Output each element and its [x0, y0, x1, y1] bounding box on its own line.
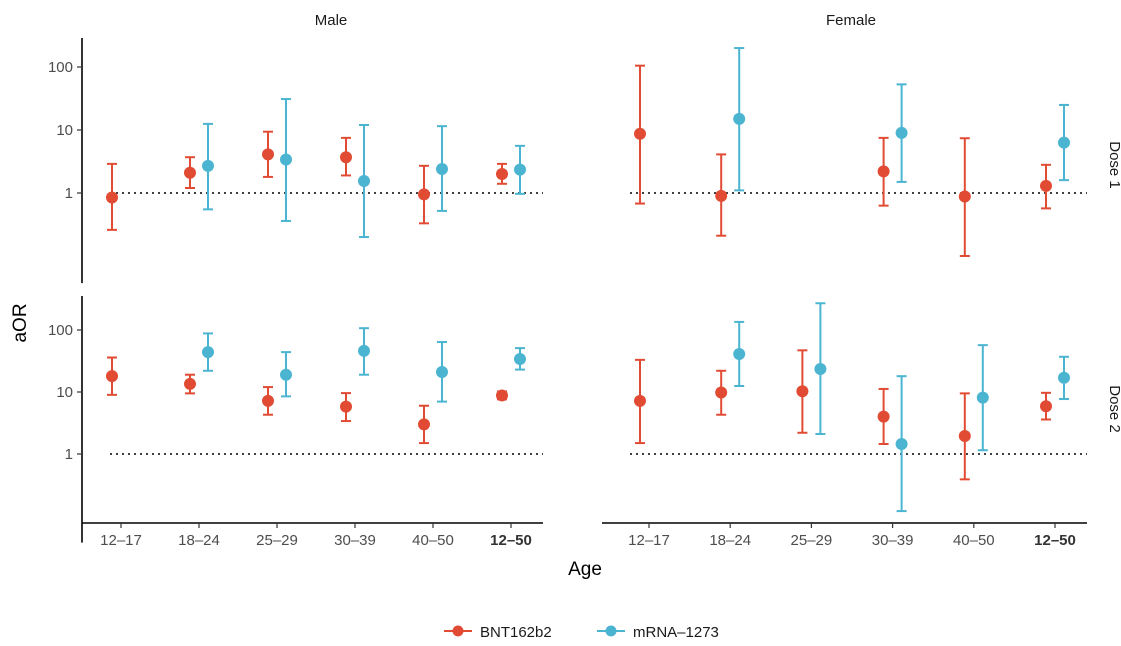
panel-female-dose-2-x-tick-label-40-50: 40–50	[953, 532, 995, 549]
panel-male-dose-1-bnt162b2-30-39-point	[340, 151, 352, 164]
row-label-dose-1: Dose 1	[1106, 141, 1121, 189]
panel-female-dose-1	[630, 47, 1087, 257]
panel-female-dose-2: 12–17 18–24 25–29 30–39 40–50 12–50	[602, 302, 1087, 549]
panel-male-dose-1-mrna-1273-25-29-point	[280, 153, 292, 166]
panel-male-dose-2-mrna-1273-40-50-point	[436, 366, 448, 379]
panel-male-dose-2-x-tick-label-30-39: 30–39	[334, 532, 376, 549]
panel-male-dose-1-bnt162b2-12-50-point	[496, 168, 508, 181]
panel-male-dose-2-bnt162b2-25-29-point	[262, 394, 274, 407]
column-label-female: Female	[826, 12, 876, 29]
panel-female-dose-2-x-tick-label-30-39: 30–39	[872, 532, 914, 549]
panel-female-dose-2-bnt162b2-40-50-point	[958, 430, 971, 443]
panel-male-dose-1-y-tick-label-100: 100	[48, 59, 73, 76]
panel-female-dose-1-bnt162b2-40-50-point	[958, 190, 971, 203]
panel-female-dose-2-bnt162b2-30-39-point	[877, 410, 890, 423]
panel-female-dose-2-x-tick-label-18-24: 18–24	[709, 532, 751, 549]
panel-female-dose-2-x-tick-label-12-17: 12–17	[628, 532, 670, 549]
panel-male-dose-2: 1 10 100 12–17 18–24 25–29 30–39 40–50 12–50	[48, 296, 543, 549]
panel-male-dose-1-bnt162b2-40-50-point	[418, 188, 430, 201]
panel-female-dose-2-mrna-1273-25-29-point	[814, 362, 827, 375]
panel-male-dose-2-mrna-1273-30-39-point	[358, 344, 370, 357]
panel-female-dose-1-mrna-1273-30-39-point	[895, 126, 908, 139]
panel-male-dose-2-bnt162b2-30-39-point	[340, 400, 352, 413]
panel-female-dose-2-x-tick-label-12-50: 12–50	[1034, 532, 1076, 549]
panel-female-dose-2-mrna-1273-30-39-point	[895, 437, 908, 450]
panel-male-dose-1-mrna-1273-12-50-point	[514, 163, 526, 176]
legend-marker-mrna-1273	[605, 625, 617, 637]
panel-male-dose-1-bnt162b2-12-17-point	[106, 191, 118, 204]
panel-female-dose-2-bnt162b2-25-29-point	[796, 385, 809, 398]
legend-label-mrna-1273: mRNA–1273	[633, 624, 719, 641]
panel-male-dose-2-mrna-1273-18-24-point	[202, 346, 214, 359]
column-label-male: Male	[315, 12, 348, 29]
row-label-dose-2: Dose 2	[1106, 385, 1121, 433]
panel-female-dose-2-bnt162b2-18-24-point	[715, 386, 728, 399]
panel-male-dose-2-mrna-1273-25-29-point	[280, 368, 292, 381]
legend: BNT162b2 mRNA–1273	[444, 624, 719, 641]
panel-female-dose-2-bnt162b2-12-17-point	[634, 394, 646, 407]
panel-female-dose-2-x-tick-label-25-29: 25–29	[791, 532, 833, 549]
panel-male-dose-2-y-tick-label-1: 1	[65, 446, 73, 463]
legend-label-bnt162b2: BNT162b2	[480, 624, 552, 641]
panel-female-dose-1-mrna-1273-18-24-point	[733, 112, 746, 125]
panel-male-dose-1-mrna-1273-30-39-point	[358, 175, 370, 188]
panel-male-dose-1-bnt162b2-18-24-point	[184, 166, 196, 179]
y-axis-title: aOR	[10, 303, 31, 342]
panel-female-dose-1-bnt162b2-18-24-point	[715, 189, 728, 202]
panel-male-dose-1-y-tick-label-1: 1	[65, 185, 73, 202]
panel-female-dose-1-bnt162b2-12-50-point	[1040, 179, 1052, 192]
panel-female-dose-1-bnt162b2-30-39-point	[877, 165, 890, 178]
panel-male-dose-1-mrna-1273-40-50-point	[436, 163, 448, 176]
x-axis-title: Age	[568, 559, 602, 580]
panel-female-dose-2-bnt162b2-12-50-point	[1040, 400, 1052, 413]
panel-male-dose-2-bnt162b2-12-50-point	[496, 389, 508, 402]
panel-male-dose-2-x-tick-label-40-50: 40–50	[412, 532, 454, 549]
panel-male-dose-2-bnt162b2-18-24-point	[184, 377, 196, 390]
chart-labels: Male Female Dose 1 Dose 2 aOR Age	[10, 12, 1121, 580]
panel-male-dose-2-bnt162b2-12-17-point	[106, 370, 118, 383]
panel-male-dose-2-x-tick-label-25-29: 25–29	[256, 532, 298, 549]
panel-male-dose-1: 1 10 100	[48, 38, 543, 284]
panel-male-dose-1-mrna-1273-18-24-point	[202, 159, 214, 172]
panel-female-dose-2-mrna-1273-40-50-point	[976, 391, 989, 404]
legend-marker-bnt162b2	[452, 625, 464, 637]
panel-male-dose-2-y-tick-label-100: 100	[48, 322, 73, 339]
panel-female-dose-2-mrna-1273-18-24-point	[733, 348, 746, 361]
panel-male-dose-2-x-tick-label-12-17: 12–17	[100, 532, 142, 549]
panel-male-dose-2-x-tick-label-12-50: 12–50	[490, 532, 532, 549]
panel-female-dose-2-mrna-1273-12-50-point	[1058, 371, 1070, 384]
panel-male-dose-2-x-tick-label-18-24: 18–24	[178, 532, 220, 549]
panel-male-dose-2-mrna-1273-12-50-point	[514, 353, 526, 366]
panel-male-dose-1-bnt162b2-25-29-point	[262, 148, 274, 161]
panel-male-dose-2-bnt162b2-40-50-point	[418, 418, 430, 431]
panel-female-dose-1-bnt162b2-12-17-point	[634, 127, 646, 140]
panel-female-dose-1-mrna-1273-12-50-point	[1058, 136, 1070, 149]
panel-male-dose-1-y-tick-label-10: 10	[56, 122, 73, 139]
panel-male-dose-2-y-tick-label-10: 10	[56, 384, 73, 401]
